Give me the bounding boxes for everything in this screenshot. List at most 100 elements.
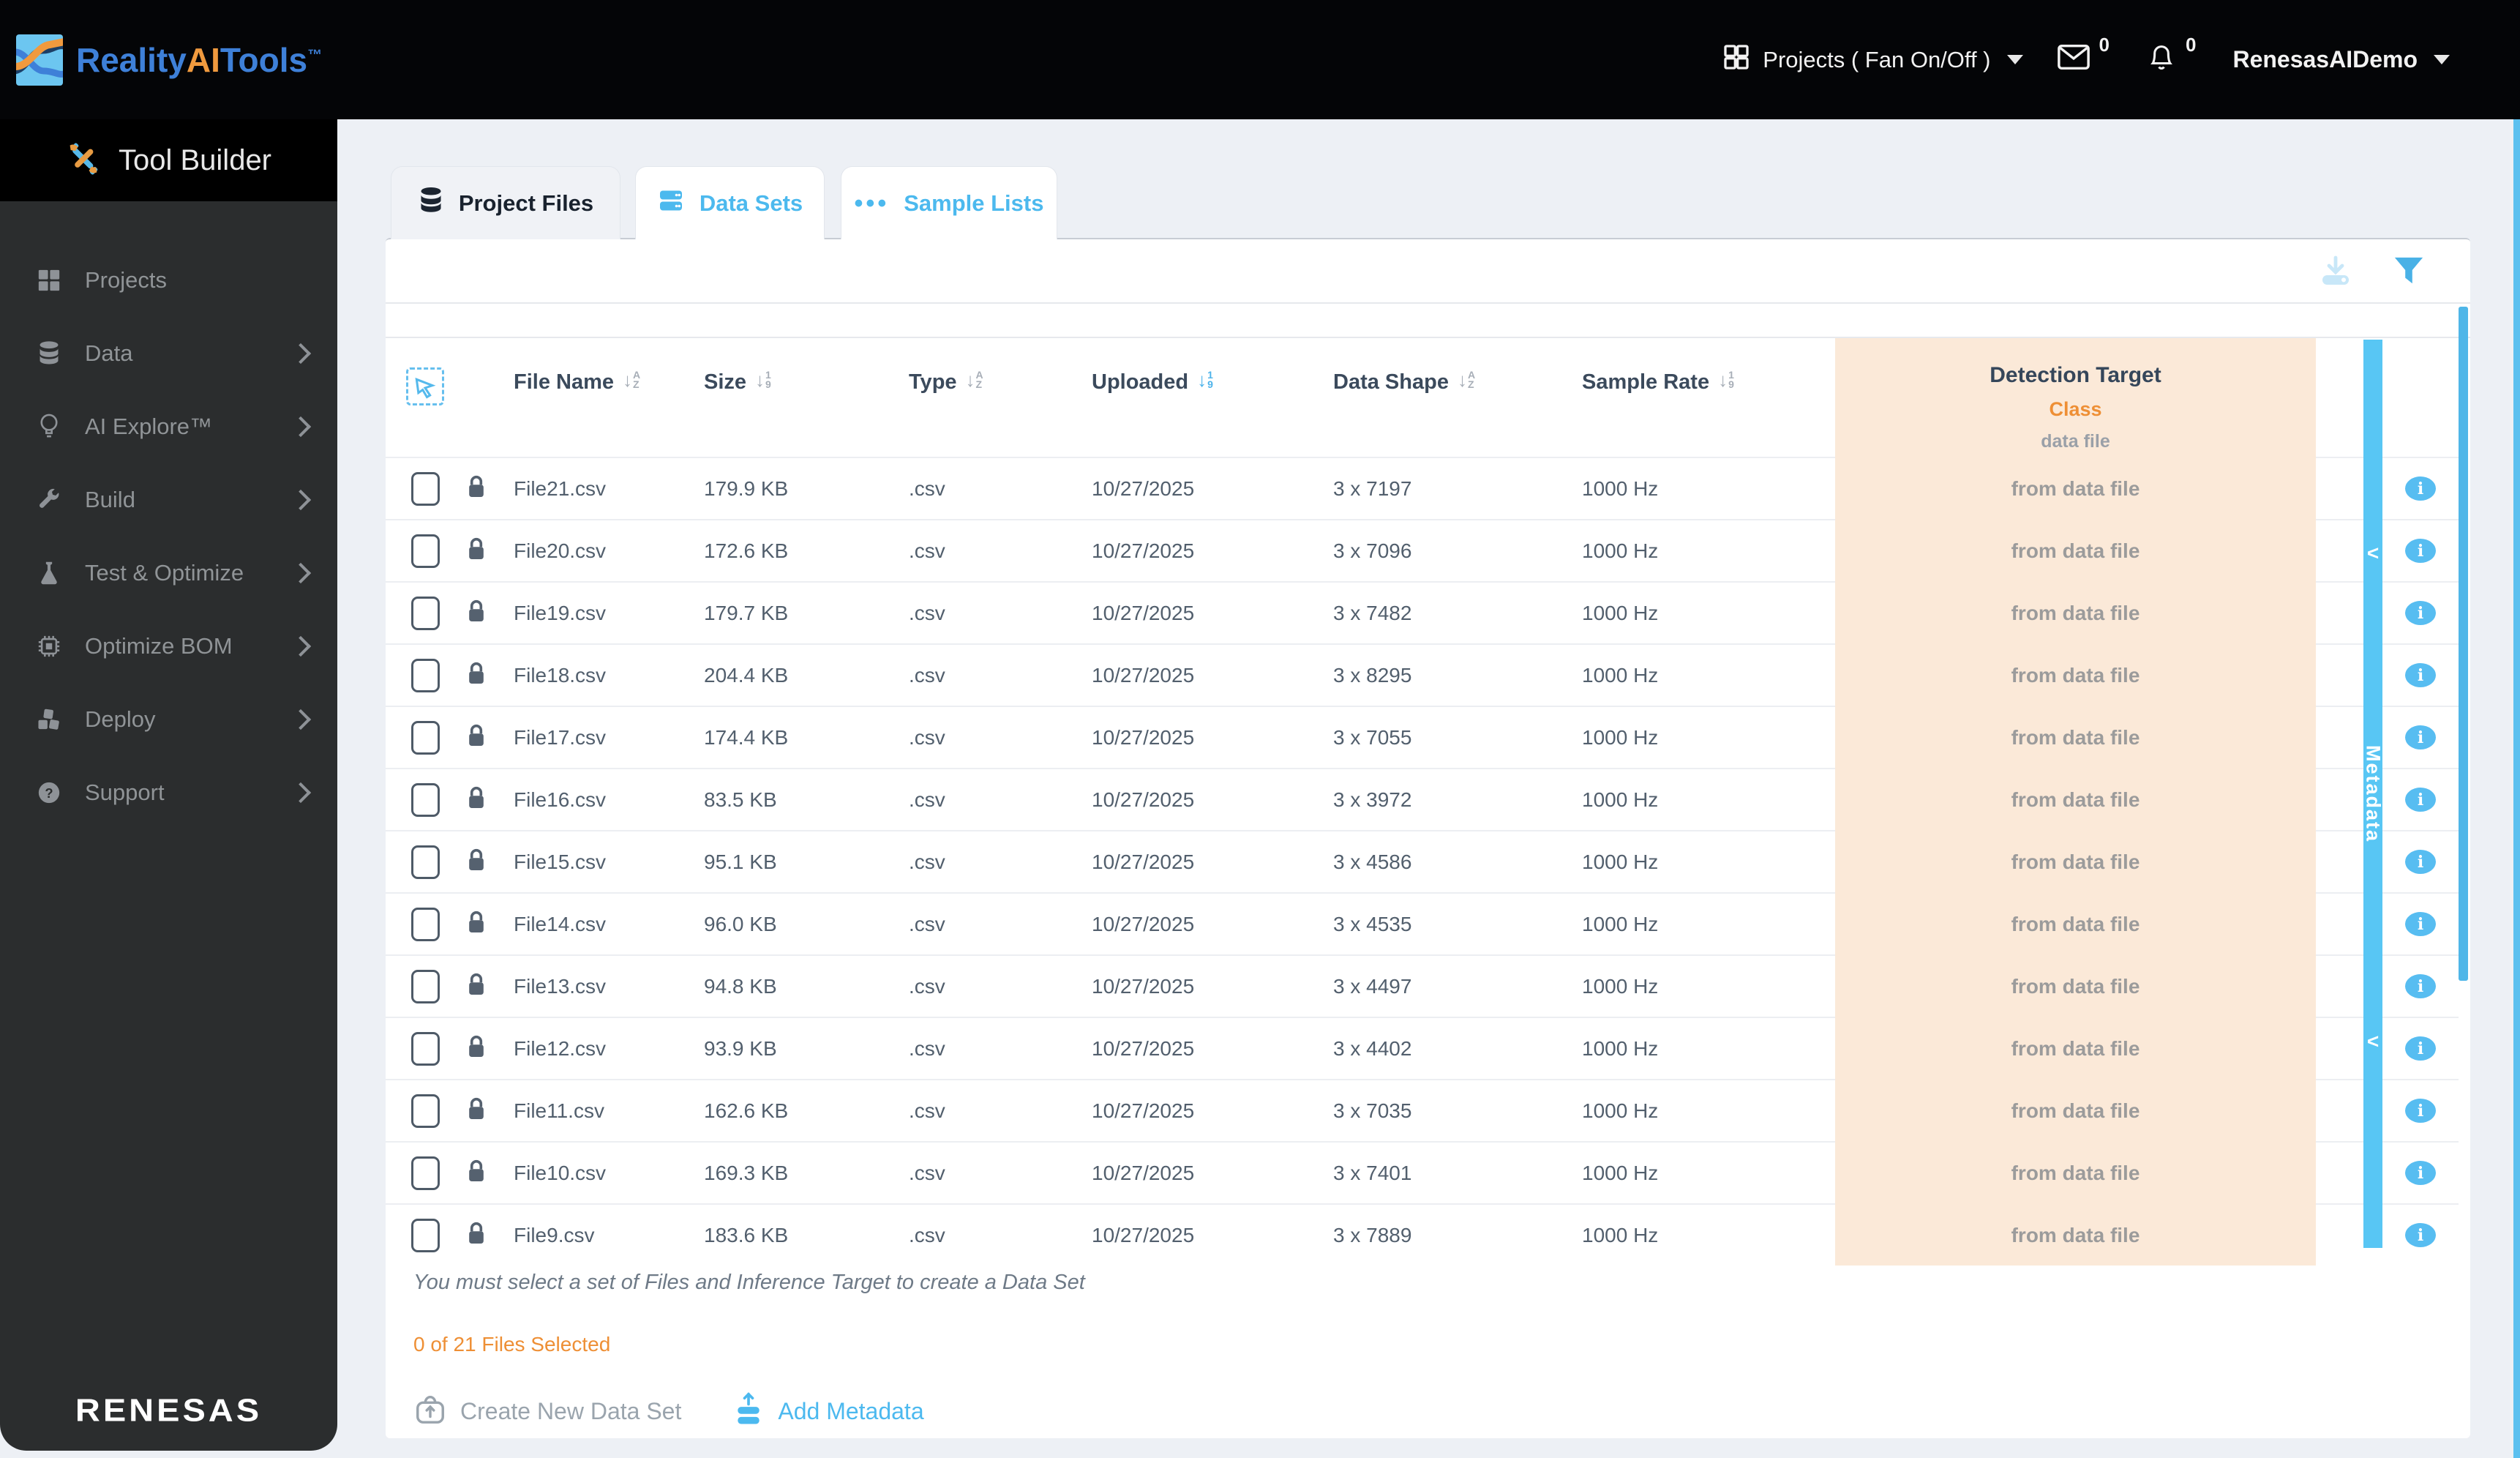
uploaded-cell: 10/27/2025 xyxy=(1092,706,1333,768)
sidebar-item-build[interactable]: Build xyxy=(0,463,337,537)
column-header-type[interactable]: Type ↓ A Z xyxy=(909,338,1092,457)
table-row[interactable]: File13.csv 94.8 KB .csv 10/27/2025 3 x 4… xyxy=(386,954,2470,1017)
table-row[interactable]: File16.csv 83.5 KB .csv 10/27/2025 3 x 3… xyxy=(386,768,2470,830)
table-row[interactable]: File18.csv 204.4 KB .csv 10/27/2025 3 x … xyxy=(386,643,2470,706)
sample-rate-cell: 1000 Hz xyxy=(1582,1203,1835,1266)
table-row[interactable]: File15.csv 95.1 KB .csv 10/27/2025 3 x 4… xyxy=(386,830,2470,892)
row-checkbox[interactable] xyxy=(411,969,440,1003)
row-checkbox[interactable] xyxy=(411,471,440,506)
column-header-uploaded[interactable]: Uploaded ↓ 1 9 xyxy=(1092,338,1333,457)
download-button[interactable] xyxy=(2315,250,2356,291)
row-checkbox[interactable] xyxy=(411,534,440,568)
create-data-set-button[interactable]: Create New Data Set xyxy=(413,1390,681,1432)
uploaded-cell: 10/27/2025 xyxy=(1092,581,1333,643)
uploaded-cell: 10/27/2025 xyxy=(1092,954,1333,1017)
row-checkbox[interactable] xyxy=(411,1156,440,1190)
sidebar-item-test-optimize[interactable]: Test & Optimize xyxy=(0,537,337,610)
collapse-left-icon[interactable]: < xyxy=(2366,542,2380,564)
sidebar-item-projects[interactable]: Projects xyxy=(0,244,337,317)
row-checkbox[interactable] xyxy=(411,720,440,755)
file-name-cell: File21.csv xyxy=(514,457,704,519)
detection-target-cell: from data file xyxy=(2011,850,2140,873)
info-button[interactable]: i xyxy=(2405,725,2436,749)
table-row[interactable]: File9.csv 183.6 KB .csv 10/27/2025 3 x 7… xyxy=(386,1203,2470,1266)
sidebar-item-optimize-bom[interactable]: Optimize BOM xyxy=(0,610,337,683)
collapse-left-icon[interactable]: < xyxy=(2366,1030,2380,1053)
row-checkbox[interactable] xyxy=(411,1094,440,1128)
add-metadata-button[interactable]: Add Metadata xyxy=(732,1390,924,1432)
file-name-cell: File15.csv xyxy=(514,830,704,892)
sidebar-item-ai-explore[interactable]: AI Explore™ xyxy=(0,390,337,463)
column-header-file-name[interactable]: File Name ↓ A Z xyxy=(514,338,704,457)
row-checkbox[interactable] xyxy=(411,782,440,817)
info-button[interactable]: i xyxy=(2405,476,2436,501)
renesas-logo: RENESAS xyxy=(75,1392,263,1428)
notifications-count: 0 xyxy=(2185,34,2197,56)
table-scrollbar-thumb[interactable] xyxy=(2459,307,2468,981)
table-row[interactable]: File12.csv 93.9 KB .csv 10/27/2025 3 x 4… xyxy=(386,1017,2470,1079)
table-row[interactable]: File14.csv 96.0 KB .csv 10/27/2025 3 x 4… xyxy=(386,892,2470,954)
column-header-data-shape[interactable]: Data Shape ↓ A Z xyxy=(1333,338,1582,457)
row-checkbox[interactable] xyxy=(411,1218,440,1252)
filter-button[interactable] xyxy=(2388,250,2429,291)
info-button[interactable]: i xyxy=(2405,788,2436,812)
info-button[interactable]: i xyxy=(2405,601,2436,625)
info-button[interactable]: i xyxy=(2405,912,2436,936)
lock-cell xyxy=(466,954,514,1017)
project-selector[interactable]: Projects ( Fan On/Off ) xyxy=(1722,42,2023,78)
tab-sample-lists[interactable]: ••• Sample Lists xyxy=(841,166,1057,239)
row-checkbox[interactable] xyxy=(411,658,440,692)
reality-ai-logo-icon xyxy=(16,34,63,86)
tool-builder-header[interactable]: Tool Builder xyxy=(0,119,337,201)
sidebar-item-data[interactable]: Data xyxy=(0,317,337,390)
info-button[interactable]: i xyxy=(2405,539,2436,563)
select-all-cell[interactable] xyxy=(386,338,466,457)
column-header-size[interactable]: Size ↓ 1 9 xyxy=(704,338,909,457)
tab-data-sets[interactable]: Data Sets xyxy=(635,166,825,239)
caret-down-icon xyxy=(2006,55,2023,64)
size-cell: 172.6 KB xyxy=(704,519,909,581)
page-scrollbar-thumb[interactable] xyxy=(2513,119,2520,1458)
column-label: Size xyxy=(704,370,747,394)
messages-button[interactable]: 0 xyxy=(2057,34,2112,78)
info-button[interactable]: i xyxy=(2405,663,2436,687)
sort-icon: ↓ A Z xyxy=(965,369,983,391)
column-label: Data Shape xyxy=(1333,370,1449,394)
sidebar-item-support[interactable]: ? Support xyxy=(0,756,337,829)
detection-target-cell: from data file xyxy=(2011,1223,2140,1246)
metadata-collapsed-panel[interactable]: < Metadata < xyxy=(2363,340,2385,1248)
table-row[interactable]: File19.csv 179.7 KB .csv 10/27/2025 3 x … xyxy=(386,581,2470,643)
row-checkbox[interactable] xyxy=(411,907,440,941)
column-label: Type xyxy=(909,370,957,394)
row-checkbox[interactable] xyxy=(411,845,440,879)
table-row[interactable]: File20.csv 172.6 KB .csv 10/27/2025 3 x … xyxy=(386,519,2470,581)
table-row[interactable]: File10.csv 169.3 KB .csv 10/27/2025 3 x … xyxy=(386,1141,2470,1203)
column-header-sample-rate[interactable]: Sample Rate ↓ 1 9 xyxy=(1582,338,1835,457)
sidebar-item-label: Support xyxy=(85,780,165,805)
card-footer: You must select a set of Files and Infer… xyxy=(413,1260,2426,1432)
row-checkbox[interactable] xyxy=(411,1031,440,1066)
info-button[interactable]: i xyxy=(2405,1161,2436,1185)
info-button[interactable]: i xyxy=(2405,1036,2436,1061)
project-selector-label: Projects ( Fan On/Off ) xyxy=(1763,46,1991,72)
sidebar-item-deploy[interactable]: Deploy xyxy=(0,683,337,756)
type-cell: .csv xyxy=(909,1079,1092,1141)
info-header-cell xyxy=(2382,338,2459,457)
sample-rate-cell: 1000 Hz xyxy=(1582,1141,1835,1203)
table-row[interactable]: File11.csv 162.6 KB .csv 10/27/2025 3 x … xyxy=(386,1079,2470,1141)
info-button[interactable]: i xyxy=(2405,1223,2436,1247)
user-menu[interactable]: RenesasAIDemo xyxy=(2232,46,2450,73)
svg-text:?: ? xyxy=(45,785,53,801)
lock-icon xyxy=(466,723,487,752)
data-shape-cell: 3 x 7055 xyxy=(1333,706,1582,768)
info-button[interactable]: i xyxy=(2405,974,2436,998)
type-cell: .csv xyxy=(909,1017,1092,1079)
table-row[interactable]: File21.csv 179.9 KB .csv 10/27/2025 3 x … xyxy=(386,457,2470,519)
row-checkbox[interactable] xyxy=(411,596,440,630)
notifications-button[interactable]: 0 xyxy=(2146,34,2199,79)
info-button[interactable]: i xyxy=(2405,1099,2436,1123)
info-button[interactable]: i xyxy=(2405,850,2436,874)
table-row[interactable]: File17.csv 174.4 KB .csv 10/27/2025 3 x … xyxy=(386,706,2470,768)
detection-target-cell: from data file xyxy=(2011,725,2140,749)
tab-project-files[interactable]: Project Files xyxy=(391,166,620,239)
